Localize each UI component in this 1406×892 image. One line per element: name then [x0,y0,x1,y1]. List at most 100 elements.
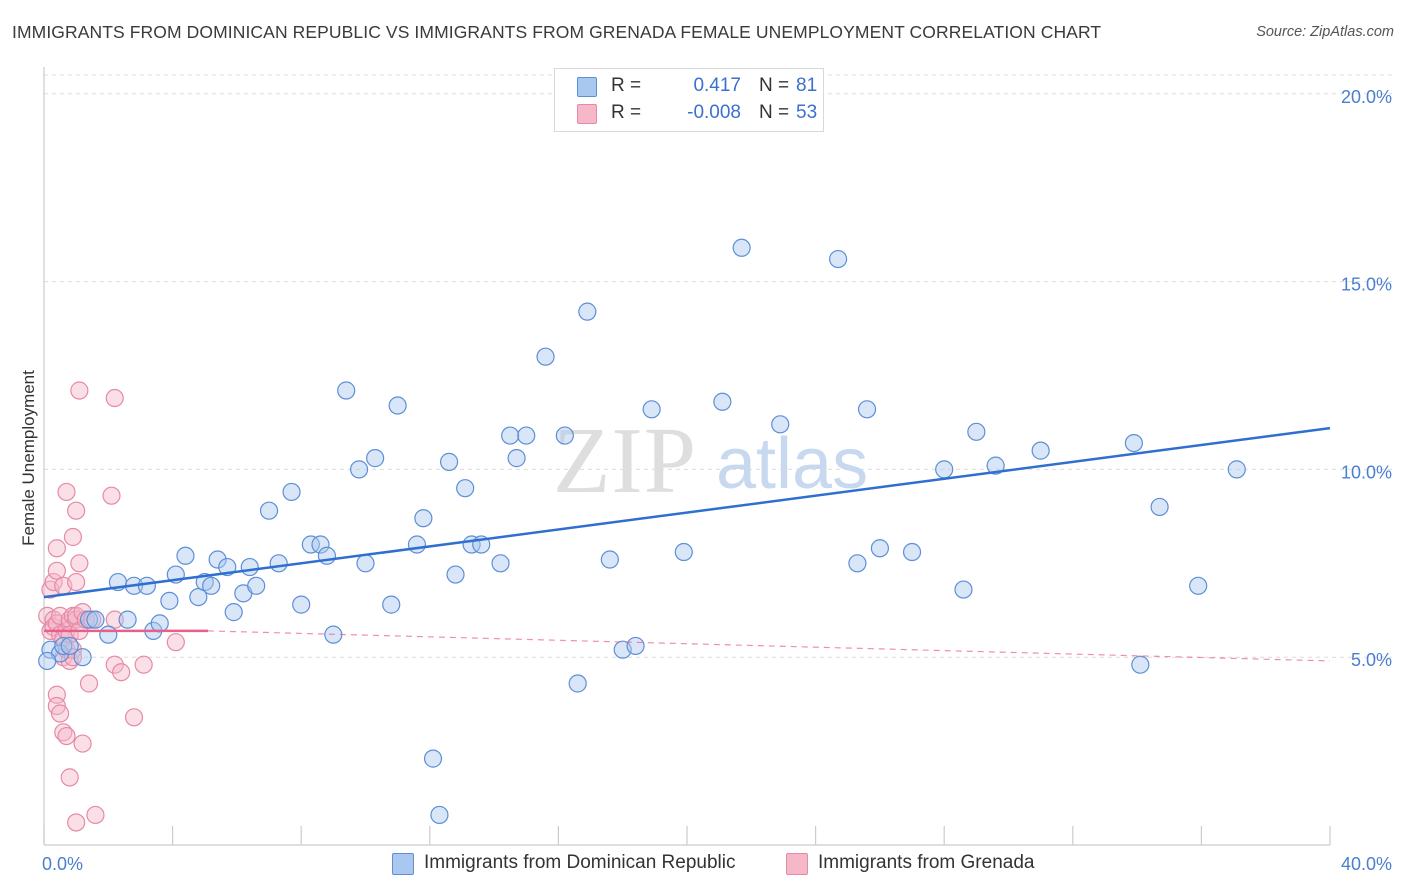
dominican-point [301,535,320,554]
x-tick-label: 40.0% [1341,854,1392,874]
dominican-point [642,400,661,419]
grenada-point [166,633,185,652]
dominican-point [60,636,79,656]
dominican-point [414,509,433,528]
grenada-point [44,572,63,592]
dominican-point [439,452,459,471]
grenada-point [124,708,144,727]
legend-swatch-dominican [577,77,597,97]
legend-swatch-grenada [577,104,597,124]
grenada-point [63,527,83,547]
grenada-point [47,539,66,558]
grenada-point [70,554,89,573]
dominican-point [54,636,73,656]
dominican-point [366,449,385,468]
dominican-point [382,595,401,614]
legend-r-label: R = [611,102,642,123]
dominican-point [118,610,137,629]
correlation-legend: R = 0.417 N = 81 R = -0.008 N = 53 [554,68,824,132]
dominican-point [1031,441,1050,460]
grenada-point [105,610,124,629]
dominican-point [626,636,645,656]
bottom-legend-label: Immigrants from Grenada [818,852,1035,873]
bottom-legend-label: Immigrants from Dominican Republic [424,852,736,873]
chart-title: IMMIGRANTS FROM DOMINICAN REPUBLIC VS IM… [12,22,1102,42]
dominican-point [1150,497,1169,517]
dominican-point [189,587,208,607]
dominican-point [713,392,732,411]
dominican-point [269,554,288,573]
dominican-point [555,426,574,445]
legend-n-value: 81 [796,75,818,96]
dominican-trend-line [43,426,1331,599]
watermark-atlas: atlas [716,424,868,504]
dominican-point [568,674,587,693]
dominican-point [356,554,375,573]
dominican-point [247,576,266,595]
legend-r-value: -0.008 [687,102,741,123]
dominican-point [86,610,105,629]
dominican-point [967,422,986,441]
dominican-point [282,482,301,502]
dominican-point [1227,460,1246,479]
axes [43,67,1331,846]
dominican-point [986,456,1005,475]
legend-n-label: N = [759,102,790,123]
dominican-point [259,501,279,520]
dominican-point [1189,576,1208,595]
grenada-point [105,388,124,408]
dominican-point [423,749,443,768]
dominican-point [954,580,973,599]
dominican-point [456,479,475,498]
series-dominican-points [38,238,1246,825]
dominican-point [517,426,536,445]
dominican-point [292,595,311,614]
dominican-point [202,576,221,595]
watermark: ZIP atlas [553,409,868,513]
dominican-point [79,610,99,629]
grenada-point [67,572,86,592]
dominican-point [857,400,877,419]
dominican-point [446,565,465,584]
source-label: Source: ZipAtlas.com [1256,24,1394,40]
dominican-point [829,249,848,269]
grenada-point [50,704,70,723]
dominican-point [311,535,330,554]
dominican-point [848,554,867,573]
dominican-point [176,546,195,565]
grenada-point [70,381,89,400]
dominican-point [732,238,751,257]
dominican-point [1131,655,1150,674]
dominican-point [137,576,156,595]
legend-r-label: R = [611,75,642,96]
dominican-point [430,805,449,825]
dominican-point [150,614,169,633]
grenada-point [67,501,86,520]
x-tick-label: 0.0% [42,854,83,874]
dominican-point [160,591,179,610]
dominican-point [870,539,890,558]
dominican-point [902,542,922,562]
grenada-point [57,726,76,746]
dominican-point [578,302,597,321]
trend-lines [43,426,1331,662]
watermark-zip: ZIP [553,409,697,513]
bottom-legend-swatch-grenada [786,853,808,875]
y-axis-label: Female Unemployment [19,370,38,546]
dominican-point [507,449,526,468]
legend-n-label: N = [759,75,790,96]
grenada-point [134,655,153,674]
grenada-point [79,674,99,693]
grenada-point [57,482,76,502]
grenada-point [67,813,86,832]
bottom-legend-swatch-dominican [392,853,414,875]
dominican-point [349,460,369,479]
grenada-point [73,734,92,753]
dominican-point [407,535,427,554]
dominican-point [240,557,259,577]
grenada-point [86,805,105,825]
grenada-trend-line-extended [207,630,1331,662]
dominican-point [99,625,118,644]
grenada-point [47,561,66,580]
y-tick-label: 10.0% [1341,462,1392,482]
